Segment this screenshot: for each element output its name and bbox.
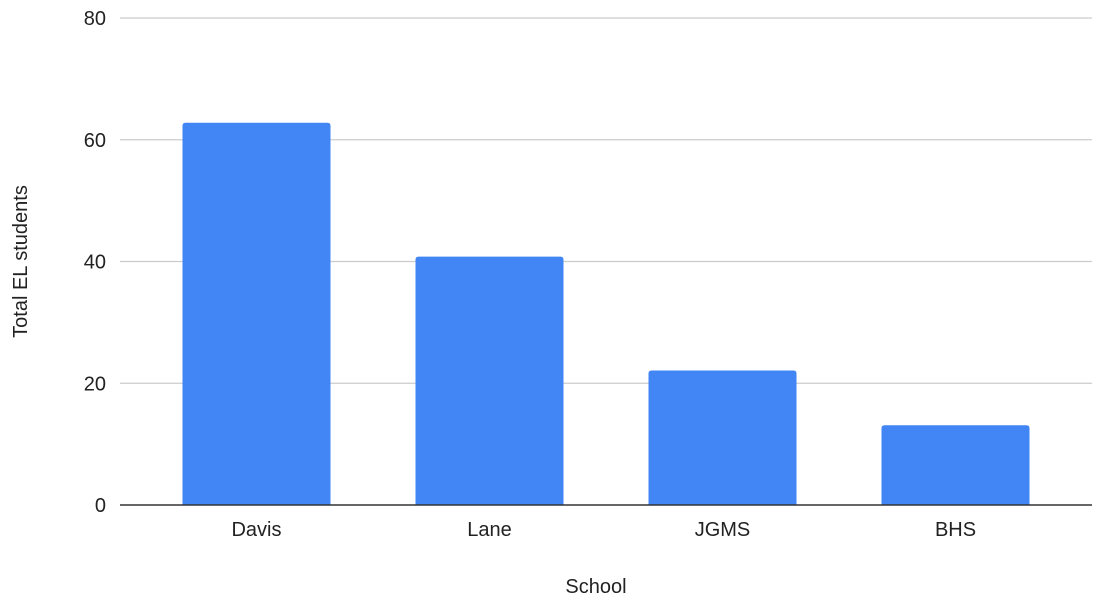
x-tick-label: Davis [231, 519, 281, 541]
y-tick-label: 60 [84, 130, 106, 152]
bar-bhs [881, 425, 1030, 505]
bars [182, 122, 1030, 505]
y-tick-label: 80 [84, 8, 106, 30]
y-tick-label: 20 [84, 373, 106, 395]
x-axis-title: School [565, 576, 626, 596]
x-tick-label: JGMS [695, 519, 751, 541]
y-axis-title: Total EL students [10, 185, 32, 338]
x-tick-label: BHS [935, 519, 976, 541]
y-tick-labels: 0 20 40 60 80 [84, 8, 106, 517]
x-tick-label: Lane [467, 519, 512, 541]
bar-lane [415, 256, 564, 505]
x-tick-labels: Davis Lane JGMS BHS [231, 519, 976, 541]
bar-jgms [648, 370, 797, 505]
bar-davis [182, 122, 331, 505]
y-tick-label: 0 [95, 495, 106, 517]
y-tick-label: 40 [84, 252, 106, 274]
